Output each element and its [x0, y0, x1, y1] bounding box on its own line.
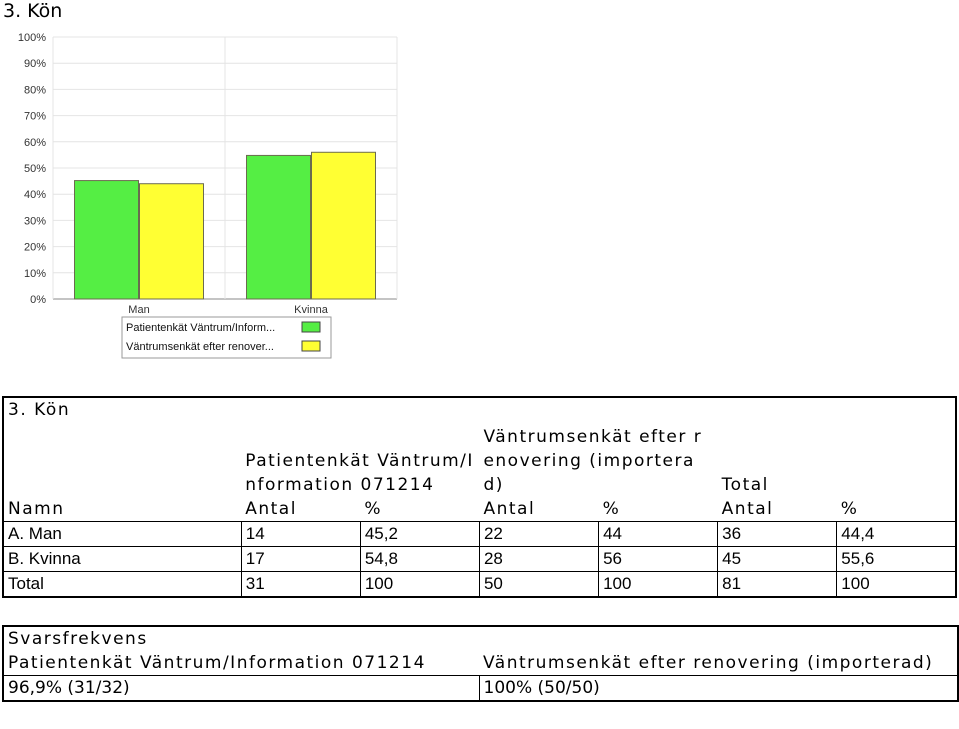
y-tick-label: 80%	[24, 84, 46, 96]
response-rate-table: Svarsfrekvens Patientenkät Väntrum/Infor…	[2, 625, 959, 702]
column-header-row: Namn Antal % Antal % Antal %	[3, 497, 956, 522]
legend-swatch-series-1	[301, 321, 321, 333]
response-value-2: 100% (50/50)	[478, 675, 959, 701]
response-header-1: Patientenkät Väntrum/Information 071214	[8, 653, 426, 673]
table-row: B. Kvinna 17 54,8 28 56 45 55,6	[3, 546, 956, 572]
table-cell: 45	[717, 546, 837, 572]
y-tick-label: 20%	[24, 242, 46, 254]
y-tick-label: 90%	[24, 58, 46, 70]
group-header-row: Patientenkät Väntrum/Information 071214 …	[3, 422, 956, 497]
response-title-row: Svarsfrekvens	[3, 625, 959, 651]
table-cell: 28	[478, 546, 599, 572]
table-cell: 36	[717, 521, 837, 547]
gender-table: 3. Kön Patientenkät Väntrum/Information …	[2, 396, 957, 598]
x-tick-label: Kvinna	[294, 304, 329, 316]
x-axis-labels: Man Kvinna	[128, 304, 328, 316]
y-tick-label: 60%	[24, 137, 46, 149]
column-header: Antal	[483, 499, 536, 519]
group-header-empty	[3, 422, 241, 497]
bar	[139, 183, 204, 300]
table-cell: 81	[717, 571, 837, 597]
y-axis-ticks: 0% 10% 20% 30% 40% 50% 60% 70% 80% 90% 100%	[18, 32, 46, 306]
column-header: %	[840, 499, 859, 519]
bar	[74, 180, 139, 300]
response-value-1: 96,9% (31/32)	[3, 675, 479, 701]
row-label: B. Kvinna	[3, 546, 242, 572]
y-tick-label: 40%	[24, 189, 46, 201]
group-header-1: Patientenkät Väntrum/Information 071214	[245, 451, 474, 495]
group-header-2: Väntrumsenkät efter renovering (importer…	[483, 427, 703, 495]
bars	[74, 151, 376, 300]
legend: Patientenkät Väntrum/Inform... Väntrumse…	[121, 316, 332, 359]
table-cell: 55,6	[836, 546, 956, 572]
column-header: %	[602, 499, 621, 519]
legend-label-series-2: Väntrumsenkät efter renover...	[126, 341, 274, 353]
row-label: Total	[3, 571, 242, 597]
bar	[246, 154, 311, 300]
table-cell: 50	[478, 571, 599, 597]
table-cell: 44,4	[836, 521, 956, 547]
column-header: Antal	[721, 499, 774, 519]
table-cell: 44	[598, 521, 718, 547]
y-tick-label: 50%	[24, 163, 46, 175]
response-value-row: 96,9% (31/32) 100% (50/50)	[3, 675, 959, 701]
table-cell: 100	[836, 571, 956, 597]
table-cell: 17	[240, 546, 361, 572]
legend-box	[121, 316, 332, 359]
table-cell: 31	[240, 571, 361, 597]
table-cell: 100	[359, 571, 480, 597]
response-title: Svarsfrekvens	[3, 625, 959, 651]
section-heading: 3. Kön	[3, 0, 63, 22]
table-cell: 56	[598, 546, 718, 572]
y-tick-label: 70%	[24, 111, 46, 123]
table-cell: 45,2	[359, 521, 480, 547]
bar	[311, 151, 376, 300]
legend-swatch-series-2	[301, 340, 321, 352]
x-tick-label: Man	[128, 304, 149, 316]
response-header-row: Patientenkät Väntrum/Information 071214 …	[3, 651, 958, 676]
legend-label-series-1: Patientenkät Väntrum/Inform...	[126, 322, 275, 334]
gender-bar-chart: 0% 10% 20% 30% 40% 50% 60% 70% 80% 90% 100% Man Kvi…	[18, 32, 398, 359]
table-cell: 100	[598, 571, 718, 597]
response-header-2: Väntrumsenkät efter renovering (importer…	[483, 653, 934, 673]
table-cell: 54,8	[359, 546, 480, 572]
row-label: A. Man	[3, 521, 242, 547]
table-title: 3. Kön	[3, 396, 956, 422]
table-cell: 22	[478, 521, 599, 547]
y-tick-label: 0%	[30, 294, 46, 306]
y-tick-label: 30%	[24, 215, 46, 227]
column-header: %	[364, 499, 382, 519]
column-header: Namn	[8, 499, 65, 519]
table-row: A. Man 14 45,2 22 44 36 44,4	[3, 521, 956, 547]
column-header: Antal	[245, 499, 297, 519]
y-tick-label: 10%	[24, 268, 46, 280]
y-tick-label: 100%	[18, 32, 46, 44]
table-row: Total 31 100 50 100 81 100	[3, 571, 956, 597]
group-header-3: Total	[721, 475, 769, 495]
table-cell: 14	[240, 521, 361, 547]
table-title-row: 3. Kön	[3, 396, 956, 422]
